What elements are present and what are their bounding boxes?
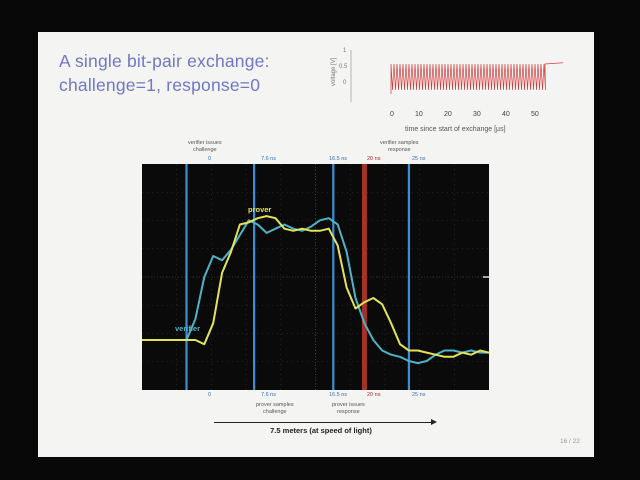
inset-chart: voltage [V] 1 0.5 0 0 10 20 30 40 50 tim… (331, 44, 563, 134)
bottom-mark-25: 25 ns (412, 392, 426, 398)
title-line-1: A single bit-pair exchange: (59, 51, 270, 71)
title-line-2: challenge=1, response=0 (59, 75, 261, 95)
prover-issues-label: prover issues response (332, 402, 365, 415)
inset-ytick: 0.5 (339, 64, 348, 70)
inset-xlabel: time since start of exchange [µs] (405, 126, 506, 133)
slide-title: A single bit-pair exchange: challenge=1,… (59, 49, 270, 97)
inset-xtick: 40 (502, 111, 510, 118)
bottom-mark-20: 20 ns (367, 392, 381, 398)
slide: A single bit-pair exchange: challenge=1,… (38, 32, 594, 457)
top-mark-20: 20 ns (367, 156, 381, 162)
distance-label: 7.5 meters (at speed of light) (270, 426, 372, 435)
verifier-samples-label: verifier samples response (380, 140, 419, 153)
prover-label: prover (248, 205, 272, 214)
page-number: 16 / 22 (560, 438, 580, 445)
inset-xtick: 10 (415, 111, 423, 118)
inset-xtick: 20 (444, 111, 452, 118)
red-marker (361, 164, 367, 390)
verifier-label: verifier (175, 324, 201, 333)
inset-signal (390, 62, 563, 94)
inset-plot (350, 50, 563, 102)
inset-xtick: 50 (531, 111, 539, 118)
inset-ytick: 0 (343, 80, 347, 86)
distance-arrow (214, 419, 437, 425)
bottom-mark-16-5: 16.5 ns (329, 392, 348, 398)
scope-svg (142, 164, 490, 390)
inset-xtick: 30 (473, 111, 481, 118)
inset-trace (390, 62, 563, 94)
prover-trace (142, 215, 490, 358)
top-mark-25: 25 ns (412, 156, 426, 162)
inset-ytick: 1 (343, 48, 347, 54)
oscilloscope-plot: prover verifier (142, 164, 490, 390)
prover-samples-label: prover samples challenge (256, 402, 294, 415)
top-mark-0: 0 (208, 156, 212, 162)
top-mark-16-5: 16.5 ns (329, 156, 348, 162)
bottom-mark-7-6: 7.6 ns (261, 392, 276, 398)
bottom-mark-0: 0 (208, 392, 212, 398)
verifier-issues-label: verifier issues challenge (188, 140, 222, 153)
inset-xtick: 0 (390, 111, 394, 118)
top-mark-7-6: 7.6 ns (261, 156, 276, 162)
